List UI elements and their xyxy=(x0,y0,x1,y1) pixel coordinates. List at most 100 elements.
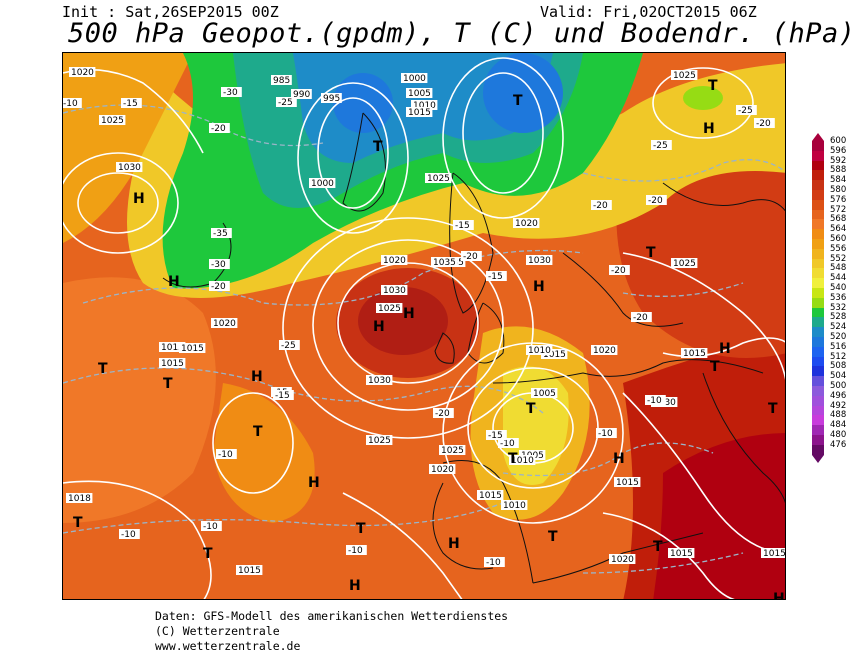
pressure-label-box xyxy=(477,490,504,500)
pressure-label: 1010 xyxy=(413,101,436,111)
temperature-label-box xyxy=(273,390,294,400)
pressure-label: 1025 xyxy=(378,304,401,314)
low-pressure-marker: T xyxy=(163,376,173,392)
pressure-label-box xyxy=(406,88,433,98)
temperature-label: -15 xyxy=(455,221,470,231)
legend-swatch xyxy=(812,190,824,200)
temperature-label-box xyxy=(221,87,242,97)
legend-swatch xyxy=(812,346,824,357)
temperature-label: -10 xyxy=(500,439,515,449)
high-pressure-marker: H xyxy=(133,191,145,207)
pressure-label: 1018 xyxy=(68,494,91,504)
temperature-label-box xyxy=(736,105,757,115)
temperature-label: -20 xyxy=(211,282,226,292)
temperature-label: -30 xyxy=(211,260,226,270)
pressure-label: 1020 xyxy=(431,465,454,475)
init-time: Init : Sat,26SEP2015 00Z xyxy=(62,3,279,21)
legend-swatch xyxy=(812,444,824,455)
pressure-label-box xyxy=(271,75,292,85)
pressure-label-box xyxy=(431,257,458,267)
pressure-label-box xyxy=(609,554,636,564)
pressure-label: 1020 xyxy=(593,346,616,356)
temperature-label: -25 xyxy=(738,106,753,116)
legend-value: 492 xyxy=(830,400,847,411)
temperature-label-box xyxy=(209,123,230,133)
legend-value: 536 xyxy=(830,292,847,303)
legend-value: 512 xyxy=(830,351,847,362)
temperature-label: -10 xyxy=(121,530,136,540)
temperature-label-box xyxy=(498,438,519,448)
temperature-label-box xyxy=(486,271,507,281)
legend-value: 572 xyxy=(830,204,847,215)
temperature-label: -10 xyxy=(203,522,218,532)
pressure-label: 1000 xyxy=(403,74,426,84)
pressure-label-box xyxy=(159,342,186,352)
high-pressure-marker: H xyxy=(533,279,545,295)
map-canvas: 1020102510301035103010351025102010151015… xyxy=(63,53,785,599)
legend-value: 576 xyxy=(830,194,847,205)
legend-value: 584 xyxy=(830,175,847,186)
pressure-labels: 1020102510301035103010351025102010151015… xyxy=(66,67,785,576)
temperature-label-box xyxy=(591,200,612,210)
pressure-label: 1015 xyxy=(616,478,639,488)
credits-copyright: (C) Wetterzentrale xyxy=(155,624,280,638)
temperature-label: -25 xyxy=(278,98,293,108)
temperature-label-box xyxy=(201,521,222,531)
legend-value: 516 xyxy=(830,341,847,352)
temperature-label: -20 xyxy=(756,119,771,129)
pressure-label-box xyxy=(671,70,698,80)
legend-value: 532 xyxy=(830,302,847,313)
pressure-label-box xyxy=(509,455,536,465)
pressure-label-box xyxy=(671,258,698,268)
legend-swatch xyxy=(812,327,824,338)
legend-swatch xyxy=(812,248,824,259)
low-pressure-marker: T xyxy=(526,401,536,417)
temperature-label-box xyxy=(211,228,232,238)
legend-value: 580 xyxy=(830,185,847,195)
pressure-label: 1020 xyxy=(383,256,406,266)
map-title: 500 hPa Geopot.(gpdm), T (C) und Bodendr… xyxy=(68,18,850,49)
pressure-label-box xyxy=(411,100,438,110)
legend-swatch xyxy=(812,160,824,171)
legend-value: 600 xyxy=(830,136,847,146)
temperature-label-box xyxy=(484,557,505,567)
low-pressure-marker: T xyxy=(548,529,558,545)
legend-swatch xyxy=(812,376,824,387)
pressure-label-box xyxy=(439,445,466,455)
temperature-label-box xyxy=(461,251,482,261)
pressure-label-box xyxy=(614,477,641,487)
legend-swatch xyxy=(812,366,824,377)
low-pressure-marker: T xyxy=(708,78,718,94)
pressure-label: 1015 xyxy=(479,491,502,501)
legend-swatch xyxy=(812,278,824,289)
legend-value: 568 xyxy=(830,214,847,225)
temperature-label: -20 xyxy=(211,124,226,134)
legend-swatch xyxy=(812,337,824,347)
pressure-label: 1015 xyxy=(238,566,261,576)
temperature-label-box xyxy=(119,529,140,539)
temperature-label-box xyxy=(596,428,617,438)
high-pressure-marker: H xyxy=(613,451,625,467)
legend-swatch xyxy=(812,229,824,240)
temperature-label: -25 xyxy=(653,141,668,151)
pressure-label: 1025 xyxy=(441,446,464,456)
low-pressure-marker: T xyxy=(513,93,523,109)
temperature-isotherms xyxy=(63,104,785,574)
high-pressure-marker: H xyxy=(349,578,361,594)
pressure-label: 1025 xyxy=(673,71,696,81)
temperature-label: -15 xyxy=(488,272,503,282)
pressure-label-box xyxy=(366,435,393,445)
pressure-label-box xyxy=(366,375,393,385)
legend-swatch xyxy=(812,199,824,210)
pressure-label: 1020 xyxy=(611,555,634,565)
legend-value: 480 xyxy=(830,430,847,440)
legend-value: 476 xyxy=(830,439,847,450)
temperature-label: -20 xyxy=(593,201,608,211)
temperature-label: -20 xyxy=(648,196,663,206)
temperature-label-box xyxy=(486,430,507,440)
temperature-label-box xyxy=(433,408,454,418)
temperature-label-box xyxy=(209,259,230,269)
pressure-label: 1015 xyxy=(181,344,204,354)
high-pressure-marker: H xyxy=(448,536,460,552)
legend-value: 564 xyxy=(830,224,847,235)
